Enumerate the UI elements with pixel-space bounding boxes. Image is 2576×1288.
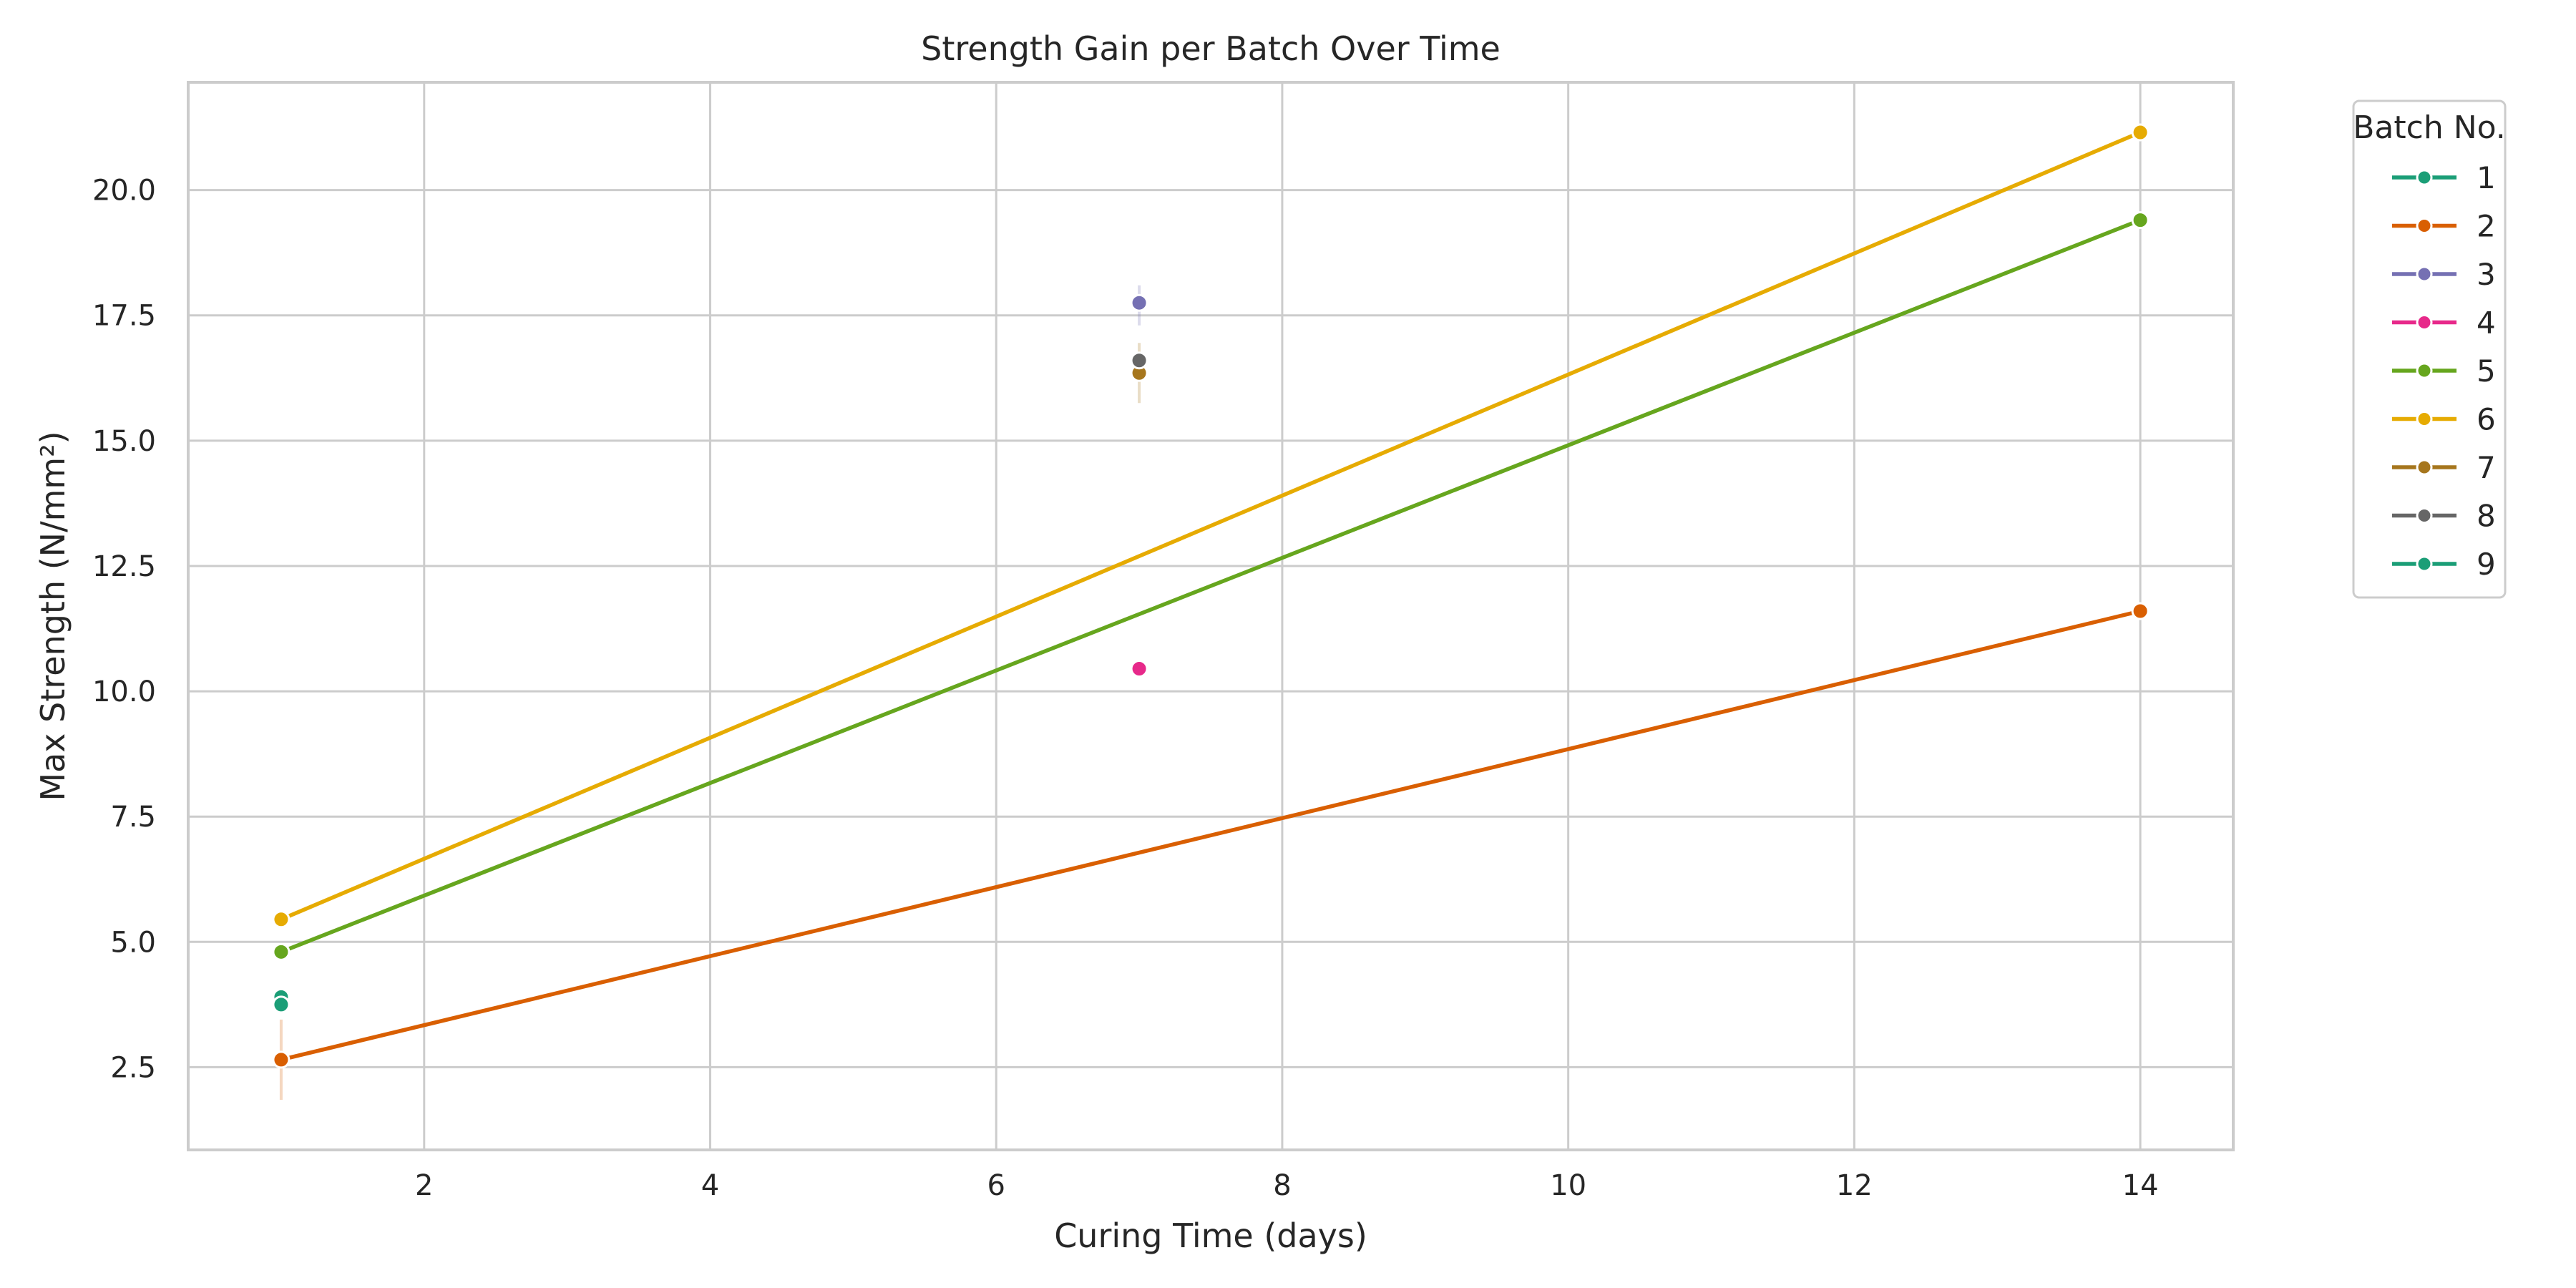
x-tick-label: 10 <box>1550 1169 1586 1202</box>
data-point <box>1130 660 1148 678</box>
data-point <box>272 942 291 961</box>
y-tick-label: 12.5 <box>92 550 156 583</box>
legend-label: 3 <box>2477 257 2496 292</box>
y-tick-label: 17.5 <box>92 300 156 333</box>
data-point <box>1130 351 1148 370</box>
data-point <box>1130 293 1148 312</box>
legend-marker <box>2416 218 2433 234</box>
x-tick-labels: 2 4 6 8 10 12 14 <box>415 1169 2159 1202</box>
legend-marker <box>2416 265 2433 283</box>
series-lines <box>279 130 2142 1062</box>
data-point <box>272 910 291 929</box>
legend-label: 6 <box>2477 402 2496 437</box>
legend-title: Batch No. <box>2353 109 2506 146</box>
legend-marker <box>2416 507 2433 524</box>
legend-label: 5 <box>2477 353 2496 389</box>
y-tick-label: 5.0 <box>110 926 156 959</box>
legend-label: 7 <box>2477 450 2496 485</box>
legend-items: 1 2 3 4 5 6 7 8 9 <box>2392 160 2496 582</box>
y-axis-label: Max Strength (N/mm²) <box>34 431 72 801</box>
legend-label: 1 <box>2477 160 2496 195</box>
chart-title: Strength Gain per Batch Over Time <box>921 29 1501 68</box>
x-tick-label: 12 <box>1836 1169 1873 1202</box>
data-point <box>272 995 291 1014</box>
legend-label: 4 <box>2477 306 2496 341</box>
x-axis-label: Curing Time (days) <box>1054 1216 1367 1255</box>
legend-marker <box>2416 411 2433 427</box>
grid <box>188 82 2233 1150</box>
plot-frame <box>187 81 2235 1151</box>
y-tick-label: 15.0 <box>92 425 156 458</box>
series-line <box>279 218 2142 955</box>
legend-marker <box>2416 169 2433 186</box>
data-point <box>272 1050 291 1069</box>
legend-label: 8 <box>2477 499 2496 534</box>
y-tick-labels: 2.5 5.0 7.5 10.0 12.5 15.0 17.5 20.0 <box>92 175 156 1085</box>
legend-label: 9 <box>2477 547 2496 582</box>
legend-marker <box>2416 555 2433 572</box>
x-tick-label: 14 <box>2122 1169 2159 1202</box>
y-tick-label: 20.0 <box>92 175 156 208</box>
series-line <box>279 130 2142 922</box>
y-tick-label: 2.5 <box>110 1051 156 1084</box>
data-point <box>2131 211 2150 230</box>
legend-marker <box>2416 314 2433 331</box>
x-tick-label: 2 <box>415 1169 433 1202</box>
legend-label: 2 <box>2477 209 2496 244</box>
data-point <box>2131 123 2150 142</box>
series-line <box>279 609 2142 1062</box>
data-point <box>2131 602 2150 620</box>
x-tick-label: 4 <box>701 1169 719 1202</box>
y-tick-label: 10.0 <box>92 675 156 708</box>
x-tick-label: 8 <box>1273 1169 1291 1202</box>
series-markers <box>272 123 2150 1069</box>
legend: Batch No. 1 2 3 4 5 6 7 8 9 <box>2352 99 2507 599</box>
legend-marker <box>2416 459 2433 476</box>
legend-frame <box>2352 99 2507 599</box>
x-tick-label: 6 <box>987 1169 1005 1202</box>
y-tick-label: 7.5 <box>110 801 156 834</box>
legend-marker <box>2416 362 2433 379</box>
